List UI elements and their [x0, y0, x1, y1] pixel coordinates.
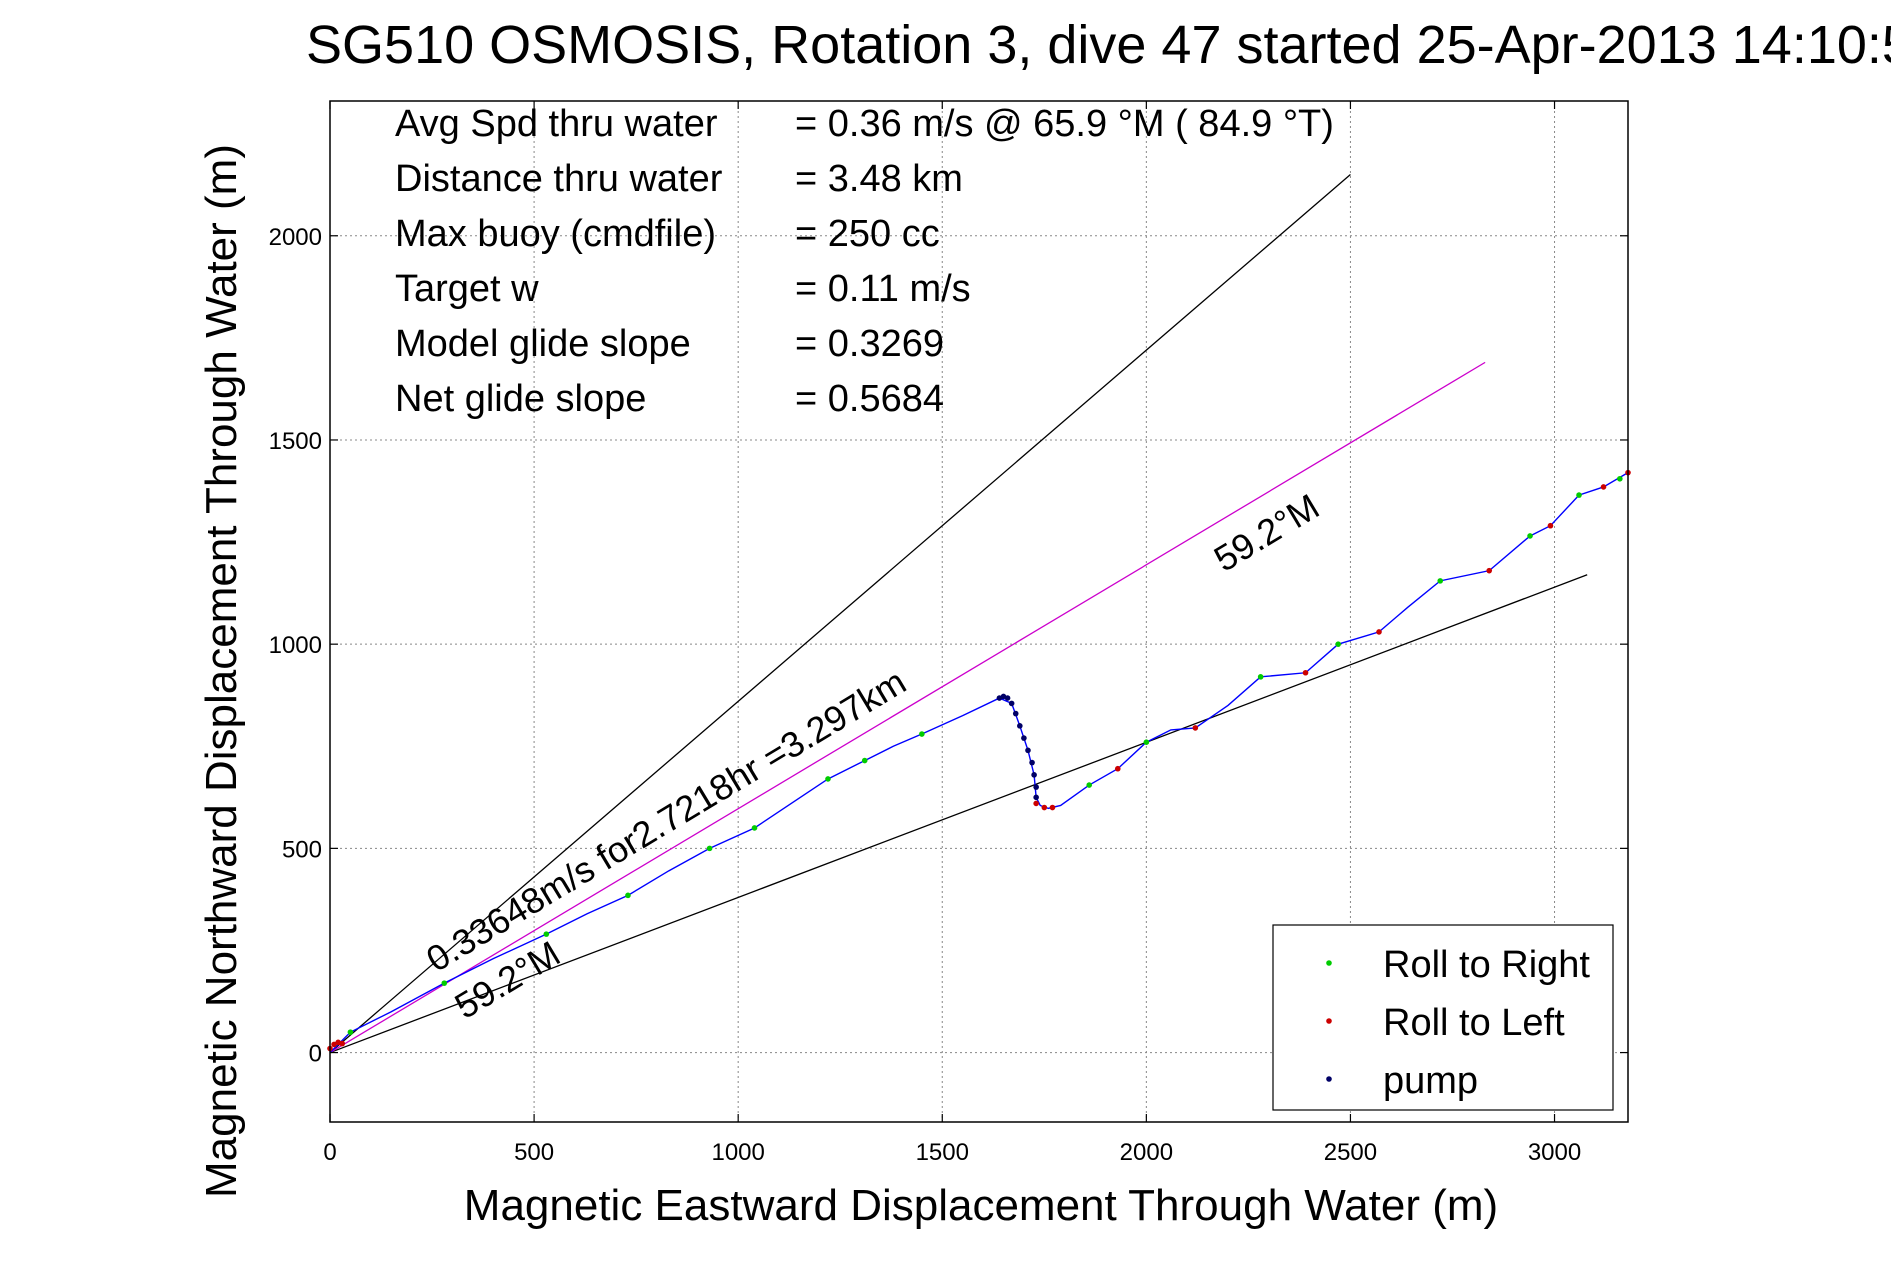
legend-marker [1326, 1076, 1332, 1082]
point-roll-to-right [1143, 739, 1150, 745]
point-roll-to-left [1049, 804, 1056, 811]
legend-marker [1326, 1018, 1332, 1024]
point-pump [1033, 794, 1039, 801]
x-tick-label: 2500 [1324, 1139, 1377, 1166]
stats-block: Avg Spd thru water = 0.36 m/s @ 65.9 °M (… [395, 103, 1334, 420]
point-roll-to-right [1576, 492, 1582, 498]
point-roll-to-left [1041, 804, 1048, 811]
point-roll-to-left [1033, 800, 1039, 807]
point-roll-to-right [1527, 533, 1533, 539]
x-tick-label: 0 [323, 1139, 336, 1166]
point-roll-to-right [825, 776, 831, 782]
stat-value: = 0.36 m/s @ 65.9 °M ( 84.9 °T) [795, 103, 1334, 145]
legend: Roll to Right Roll to Left pump [1272, 924, 1614, 1111]
x-tick-label: 1000 [711, 1139, 764, 1166]
point-pump [1031, 772, 1037, 778]
y-tick-label: 500 [282, 836, 322, 863]
point-pump [1008, 700, 1015, 707]
y-axis-ticks: 0 500 1000 1500 2000 [269, 224, 1628, 1068]
point-roll-to-right [1335, 641, 1341, 647]
point-roll-to-left [1192, 725, 1199, 731]
annotation-2: 59.2°M [1207, 485, 1326, 579]
point-roll-to-left [1600, 484, 1607, 490]
point-roll-to-left [1302, 669, 1309, 676]
stat-label: Target w [395, 268, 539, 310]
y-tick-label: 0 [309, 1041, 322, 1068]
point-roll-to-right [1086, 782, 1093, 788]
y-tick-label: 2000 [269, 224, 322, 251]
reference-lines [329, 174, 1588, 1054]
y-axis-label: Magnetic Northward Displacement Through … [197, 144, 246, 1198]
annotation-0: 0.33648m/s for2.7218hr =3.297km [419, 661, 913, 980]
stat-label: Avg Spd thru water [395, 103, 718, 145]
axes-box [329, 100, 1629, 1123]
point-roll-to-right [751, 825, 758, 831]
x-tick-label: 500 [514, 1139, 554, 1166]
x-axis-ticks: 0 500 1000 1500 2000 2500 3000 [323, 101, 1581, 1166]
y-tick-label: 1000 [269, 632, 322, 659]
y-tick-label: 1500 [269, 428, 322, 455]
stat-value: = 0.3269 [795, 323, 944, 365]
point-roll-to-right [1617, 475, 1623, 482]
point-pump [1004, 695, 1011, 701]
point-roll-to-right [1257, 674, 1264, 680]
x-tick-label: 2000 [1120, 1139, 1173, 1166]
point-roll-to-left [1486, 567, 1493, 574]
grid-lines [329, 101, 1628, 1122]
reference-line-1 [329, 574, 1588, 1054]
stat-value: = 0.11 m/s [795, 268, 971, 310]
point-roll-to-right [625, 892, 631, 899]
stat-label: Max buoy (cmdfile) [395, 213, 716, 255]
legend-label: pump [1383, 1060, 1478, 1102]
x-tick-label: 1500 [916, 1139, 969, 1166]
point-roll-to-right [441, 980, 448, 986]
point-roll-to-right [347, 1029, 354, 1035]
legend-label: Roll to Right [1383, 944, 1590, 986]
stat-value: = 3.48 km [795, 158, 963, 200]
point-pump [1033, 784, 1039, 790]
reference-line-2 [329, 361, 1486, 1054]
chart-title: SG510 OSMOSIS, Rotation 3, dive 47 start… [306, 15, 1891, 75]
point-roll-to-right [1437, 578, 1444, 584]
point-pump [1025, 747, 1031, 754]
series-layer [327, 469, 1631, 1054]
point-roll-to-right [543, 931, 550, 937]
point-roll-to-left [339, 1040, 346, 1047]
point-roll-to-left [1547, 522, 1554, 529]
point-roll-to-right [706, 845, 713, 852]
point-pump [1012, 710, 1019, 717]
point-pump [1029, 759, 1035, 766]
stat-value: = 250 cc [795, 213, 940, 255]
point-roll-to-right [919, 731, 925, 737]
point-pump [1021, 735, 1027, 741]
x-axis-label: Magnetic Eastward Displacement Through W… [464, 1181, 1498, 1230]
stat-label: Model glide slope [395, 323, 691, 365]
stat-value: = 0.5684 [795, 378, 944, 420]
legend-label: Roll to Left [1383, 1002, 1565, 1044]
point-pump [1017, 723, 1023, 729]
stat-label: Distance thru water [395, 158, 723, 200]
stat-label: Net glide slope [395, 378, 646, 420]
point-roll-to-left [1114, 765, 1121, 772]
point-roll-to-left [1376, 629, 1382, 635]
point-roll-to-right [861, 757, 868, 764]
x-tick-label: 3000 [1528, 1139, 1581, 1166]
reference-line-0 [329, 174, 1351, 1054]
legend-marker [1326, 960, 1332, 966]
